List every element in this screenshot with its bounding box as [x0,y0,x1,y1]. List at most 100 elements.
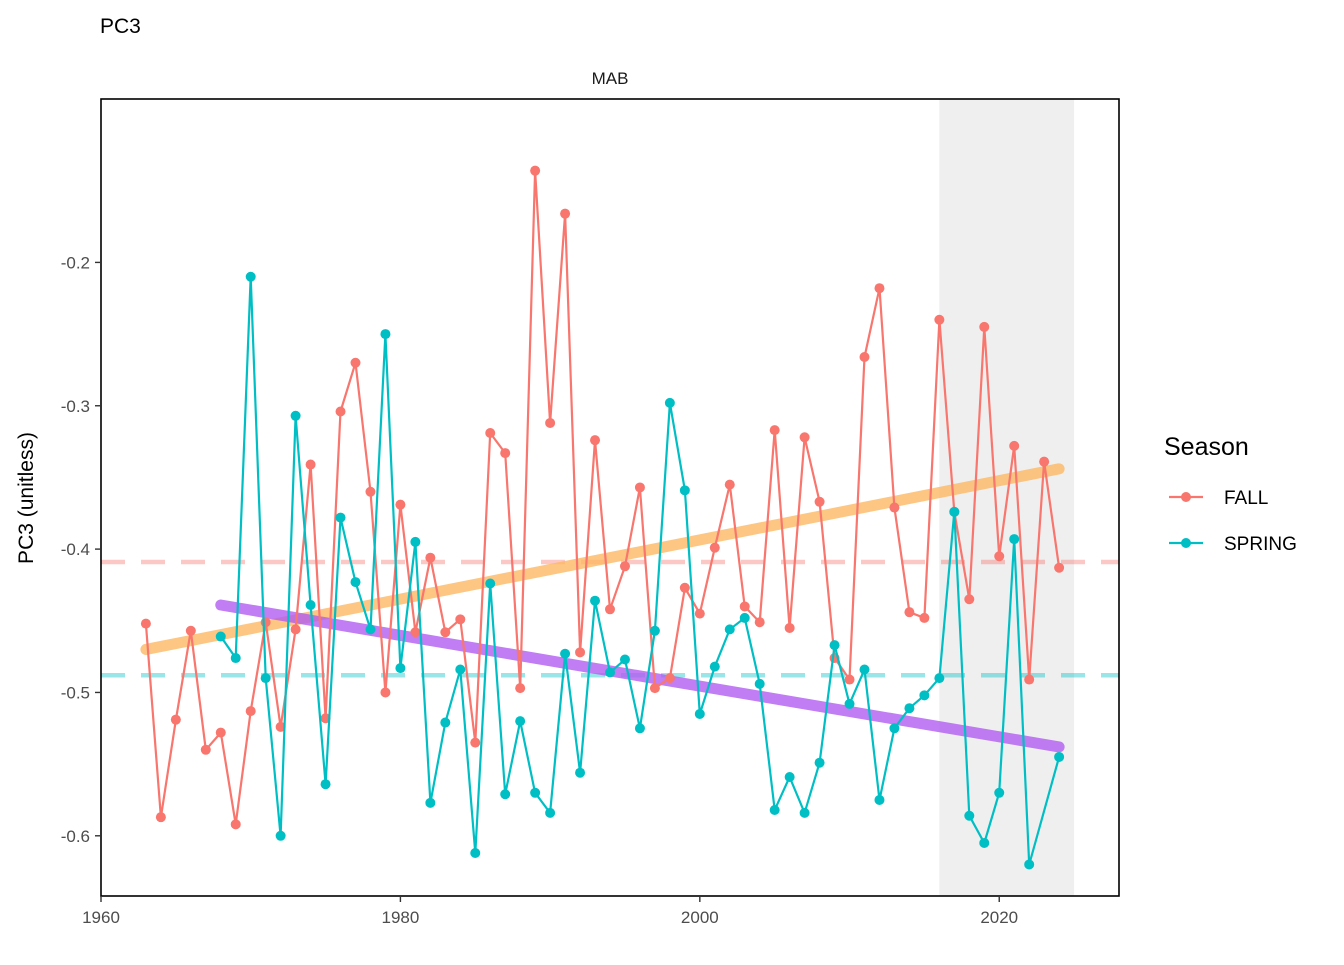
data-point-fall [979,321,990,332]
data-point-fall [664,673,675,684]
plot-panel-border [100,98,1120,897]
data-point-spring [500,789,511,800]
data-point-fall [904,607,915,618]
data-point-fall [799,432,810,443]
data-point-fall [215,727,226,738]
data-point-fall [709,542,720,553]
y-tick-label: -0.5 [61,683,90,702]
facet-label: MAB [592,69,629,88]
data-point-fall [350,357,361,368]
data-point-spring [619,654,630,665]
legend: Season FALL SPRING [1164,433,1297,555]
data-point-fall [694,608,705,619]
data-point-spring [215,631,226,642]
data-point-fall [470,737,481,748]
data-point-fall [275,721,286,732]
data-point-spring [410,536,421,547]
y-tick-label: -0.4 [61,540,90,559]
data-point-fall [170,714,181,725]
legend-label-spring: SPRING [1224,534,1297,555]
data-point-spring [335,512,346,523]
data-point-fall [245,706,256,717]
y-tick-label: -0.3 [61,397,90,416]
data-point-spring [275,830,286,841]
legend-label-fall: FALL [1224,488,1268,509]
data-point-spring [994,787,1005,798]
y-tick-label: -0.2 [61,253,90,272]
data-point-spring [739,612,750,623]
data-point-spring [934,673,945,684]
data-point-fall [919,612,930,623]
data-point-spring [245,271,256,282]
data-point-spring [679,485,690,496]
data-point-fall [964,594,975,605]
data-point-fall [605,604,615,615]
data-point-fall [784,622,795,633]
y-tick-label: -0.6 [61,827,90,846]
data-point-fall [724,479,735,490]
data-point-spring [949,506,960,517]
data-point-spring [290,410,301,421]
data-point-fall [619,561,630,572]
data-point-fall [754,617,765,628]
data-point-spring [425,797,436,808]
legend-items: FALL SPRING [1169,488,1297,555]
data-point-fall [290,624,301,635]
data-point-spring [769,804,780,815]
data-point-fall [859,352,870,363]
data-point-spring [230,653,241,664]
data-point-spring [605,667,615,678]
data-point-spring [395,663,406,674]
data-point-spring [1024,859,1035,870]
legend-key-spring [1181,538,1191,548]
data-point-fall [485,427,496,438]
data-point-spring [590,595,601,606]
data-point-fall [140,618,151,629]
data-point-fall [934,314,945,325]
data-point-fall [260,617,271,628]
data-point-spring [979,837,990,848]
data-point-spring [724,624,735,635]
legend-title: Season [1164,433,1249,461]
data-point-spring [545,807,556,818]
data-point-fall [395,499,406,510]
data-point-spring [350,577,361,588]
data-point-spring [694,708,705,719]
data-point-spring [649,625,660,636]
data-point-fall [365,486,376,497]
data-point-spring [709,661,720,672]
data-point-fall [155,812,166,823]
data-point-spring [560,648,571,659]
x-tick-label: 1980 [381,908,419,927]
legend-key-fall [1181,492,1191,502]
data-point-spring [1054,751,1065,762]
data-point-fall [1009,440,1020,451]
data-point-spring [305,600,316,611]
data-point-fall [335,406,346,417]
data-point-spring [874,794,885,805]
data-point-fall [425,552,436,563]
data-point-fall [455,614,466,625]
x-tick-label: 2020 [980,908,1018,927]
data-point-fall [994,551,1005,562]
data-point-fall [649,683,660,694]
data-point-fall [769,425,780,436]
data-point-spring [365,624,376,635]
data-point-fall [739,601,750,612]
data-point-spring [664,397,675,408]
data-point-spring [889,723,900,734]
data-point-fall [200,744,211,755]
data-point-fall [1054,562,1065,573]
data-point-spring [455,664,466,675]
data-point-fall [560,208,571,219]
data-point-fall [1039,456,1050,467]
data-point-spring [754,678,765,689]
x-tick-label: 1960 [82,908,120,927]
series-line-fall [144,170,1061,825]
data-point-fall [500,448,511,459]
data-point-fall [530,165,541,176]
data-point-spring [919,690,930,701]
data-point-fall [1024,674,1035,685]
